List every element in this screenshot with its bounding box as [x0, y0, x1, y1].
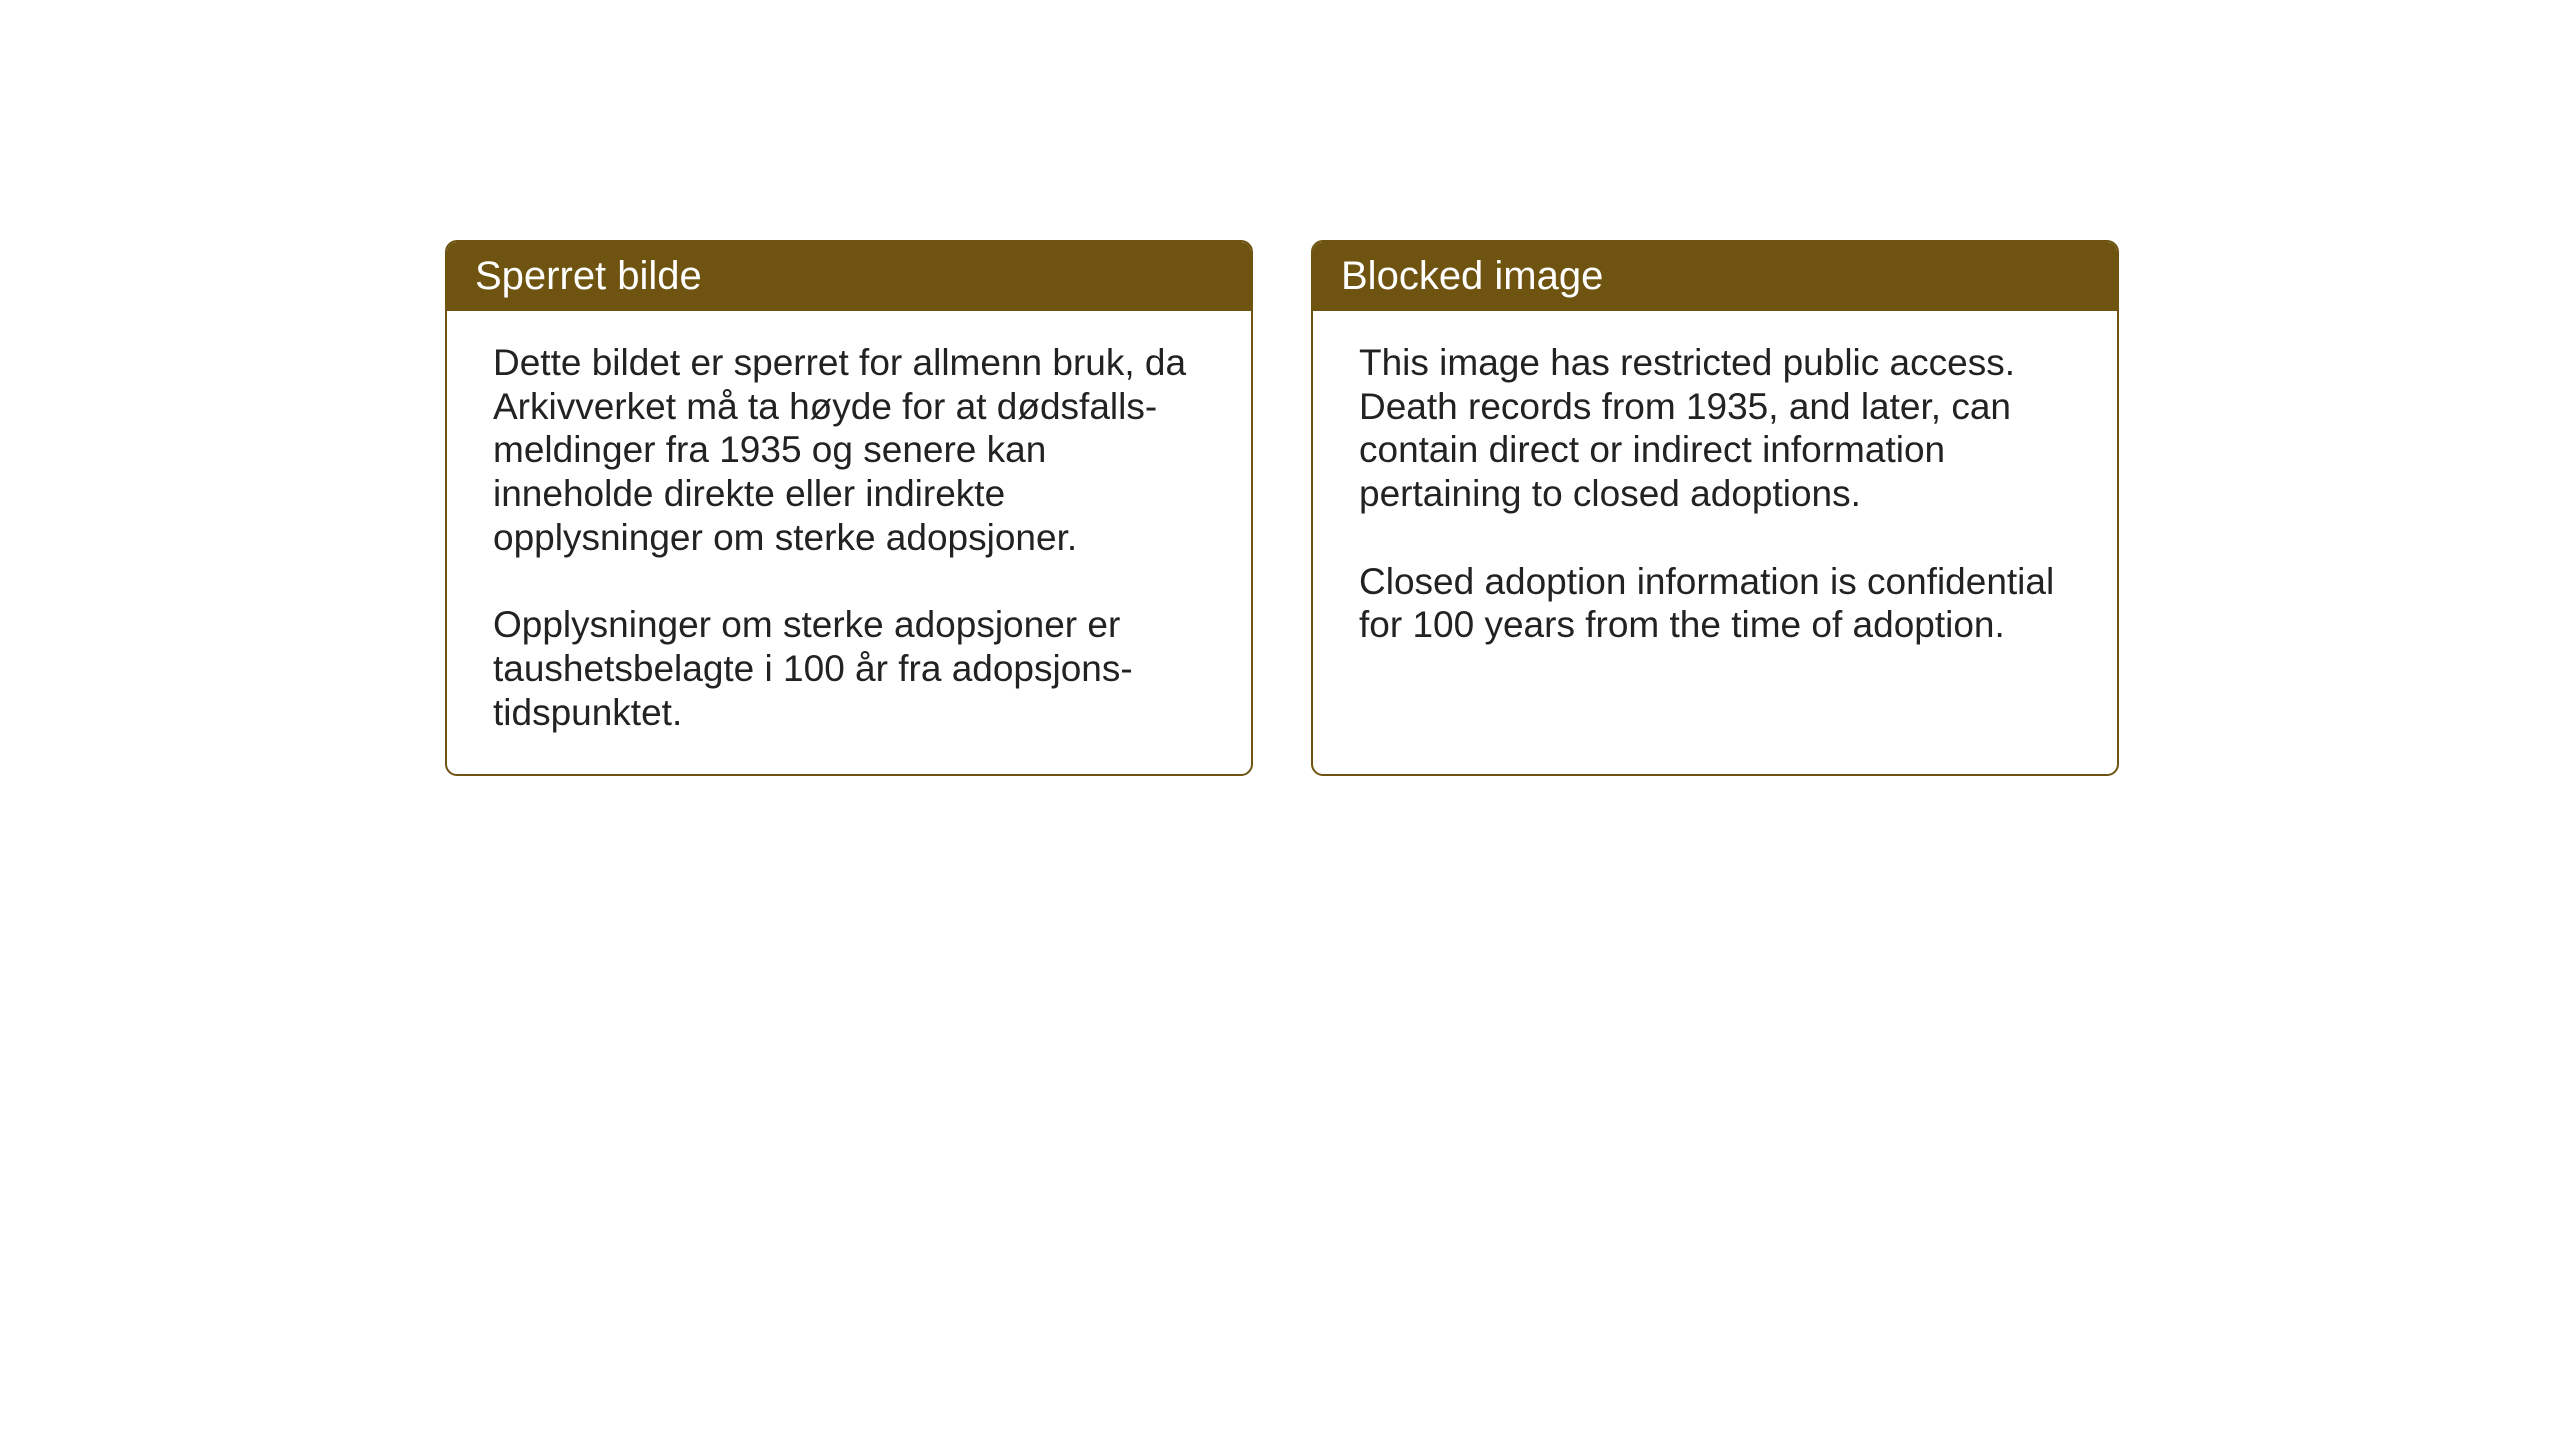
notice-card-norwegian: Sperret bilde Dette bildet er sperret fo… — [445, 240, 1253, 776]
notice-container: Sperret bilde Dette bildet er sperret fo… — [445, 240, 2119, 776]
card-header-norwegian: Sperret bilde — [447, 242, 1251, 311]
card-body-english: This image has restricted public access.… — [1313, 311, 2117, 687]
card-body-norwegian: Dette bildet er sperret for allmenn bruk… — [447, 311, 1251, 774]
card-paragraph: Closed adoption information is confident… — [1359, 560, 2071, 647]
card-paragraph: Opplysninger om sterke adopsjoner er tau… — [493, 603, 1205, 734]
card-title: Blocked image — [1341, 254, 1603, 298]
card-paragraph: This image has restricted public access.… — [1359, 341, 2071, 516]
notice-card-english: Blocked image This image has restricted … — [1311, 240, 2119, 776]
card-paragraph: Dette bildet er sperret for allmenn bruk… — [493, 341, 1205, 559]
card-title: Sperret bilde — [475, 254, 702, 298]
card-header-english: Blocked image — [1313, 242, 2117, 311]
